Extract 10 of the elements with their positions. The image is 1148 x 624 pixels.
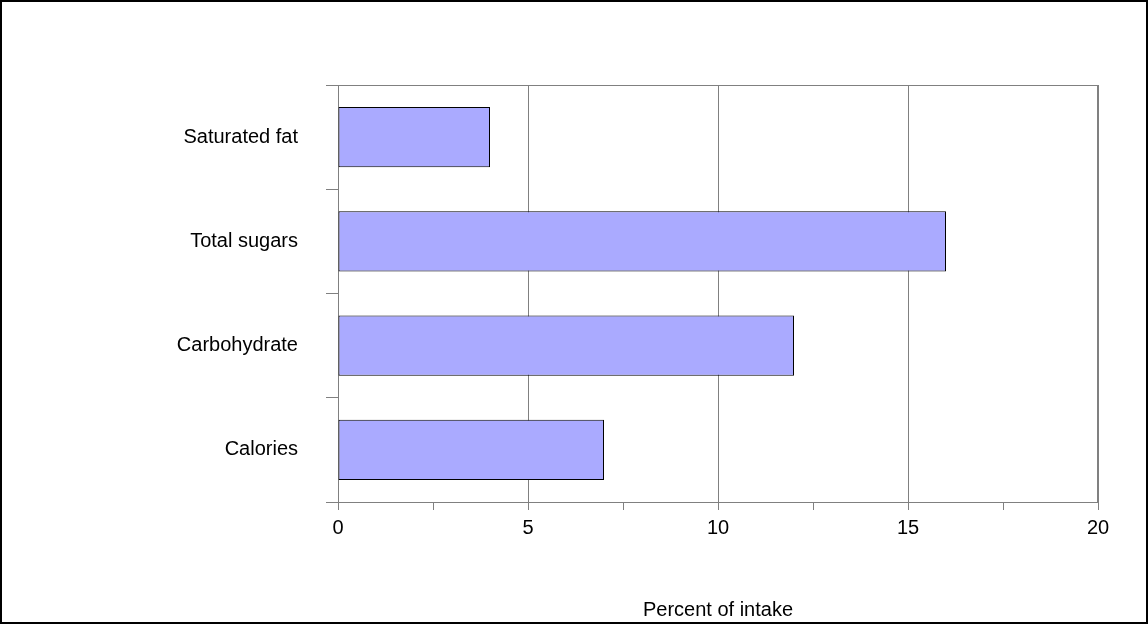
- y-tick-label: Saturated fat: [183, 124, 299, 147]
- x-tick-label: 15: [896, 515, 920, 538]
- x-tick-label: 10: [706, 515, 730, 538]
- x-tick-label: 5: [522, 515, 534, 538]
- y-tick-label: Total sugars: [190, 228, 298, 251]
- x-axis-title: Percent of intake: [642, 597, 794, 620]
- x-tick-label: 0: [332, 515, 344, 538]
- y-tick-label: Carbohydrate: [176, 333, 298, 356]
- x-tick-label: 20: [1086, 515, 1110, 538]
- y-tick-label: Calories: [224, 437, 298, 460]
